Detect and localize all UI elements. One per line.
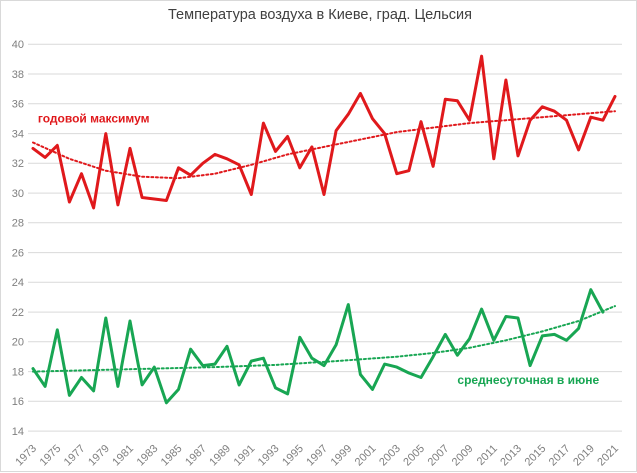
june-series-label: среднесуточная в июне (457, 373, 599, 387)
y-tick-label: 32 (12, 158, 24, 170)
y-tick-label: 28 (12, 218, 24, 230)
y-tick-label: 40 (12, 39, 24, 51)
chart-title: Температура воздуха в Киеве, град. Цельс… (168, 7, 472, 23)
data-series (31, 54, 617, 405)
june-mean-line (31, 288, 605, 405)
y-tick-label: 18 (12, 366, 24, 378)
series-labels: годовой максимум среднесуточная в июне (38, 111, 600, 387)
y-tick-label: 26 (12, 247, 24, 259)
y-tick-label: 16 (12, 396, 24, 408)
y-axis-tick-labels: 14 16 18 20 22 24 26 28 30 32 34 36 38 40 (12, 39, 24, 438)
max-temp-line (31, 54, 617, 210)
y-tick-label: 36 (12, 99, 24, 111)
y-tick-label: 30 (12, 188, 24, 200)
max-temp-trendline (32, 110, 616, 180)
y-tick-label: 14 (12, 426, 24, 438)
y-tick-label: 20 (12, 337, 24, 349)
y-tick-label: 34 (12, 128, 24, 140)
y-tick-label: 22 (12, 307, 24, 319)
y-tick-label: 38 (12, 69, 24, 81)
y-tick-label: 24 (12, 277, 24, 289)
max-series-label: годовой максимум (38, 111, 150, 125)
